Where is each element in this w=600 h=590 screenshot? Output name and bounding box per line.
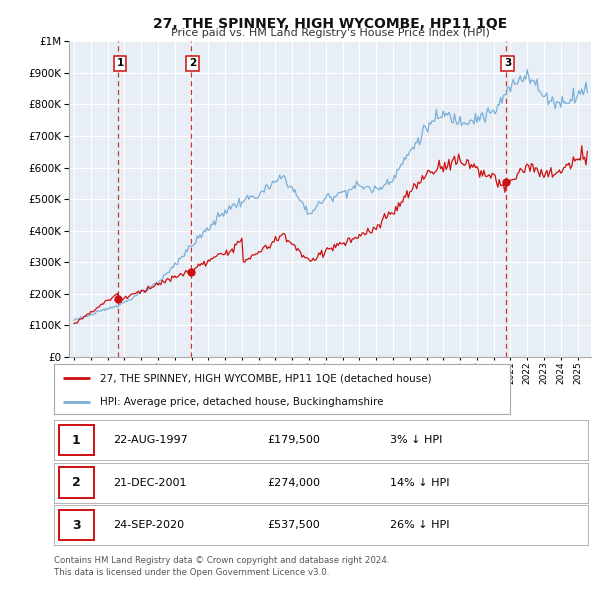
Text: 3% ↓ HPI: 3% ↓ HPI xyxy=(391,435,443,445)
Text: 14% ↓ HPI: 14% ↓ HPI xyxy=(391,478,450,487)
Text: £274,000: £274,000 xyxy=(268,478,320,487)
Text: 3: 3 xyxy=(504,58,511,68)
Text: HPI: Average price, detached house, Buckinghamshire: HPI: Average price, detached house, Buck… xyxy=(100,396,383,407)
Text: 26% ↓ HPI: 26% ↓ HPI xyxy=(391,520,450,530)
Text: £179,500: £179,500 xyxy=(268,435,320,445)
Text: 27, THE SPINNEY, HIGH WYCOMBE, HP11 1QE (detached house): 27, THE SPINNEY, HIGH WYCOMBE, HP11 1QE … xyxy=(100,373,431,383)
Text: 1: 1 xyxy=(72,434,80,447)
Text: Contains HM Land Registry data © Crown copyright and database right 2024.
This d: Contains HM Land Registry data © Crown c… xyxy=(54,556,389,577)
Text: 2: 2 xyxy=(72,476,80,489)
Text: 3: 3 xyxy=(72,519,80,532)
Text: 22-AUG-1997: 22-AUG-1997 xyxy=(113,435,187,445)
Text: Price paid vs. HM Land Registry's House Price Index (HPI): Price paid vs. HM Land Registry's House … xyxy=(170,28,490,38)
Text: 2: 2 xyxy=(189,58,196,68)
Text: 27, THE SPINNEY, HIGH WYCOMBE, HP11 1QE: 27, THE SPINNEY, HIGH WYCOMBE, HP11 1QE xyxy=(153,17,507,31)
Text: 24-SEP-2020: 24-SEP-2020 xyxy=(113,520,184,530)
Text: £537,500: £537,500 xyxy=(268,520,320,530)
Text: 21-DEC-2001: 21-DEC-2001 xyxy=(113,478,186,487)
Text: 1: 1 xyxy=(116,58,124,68)
